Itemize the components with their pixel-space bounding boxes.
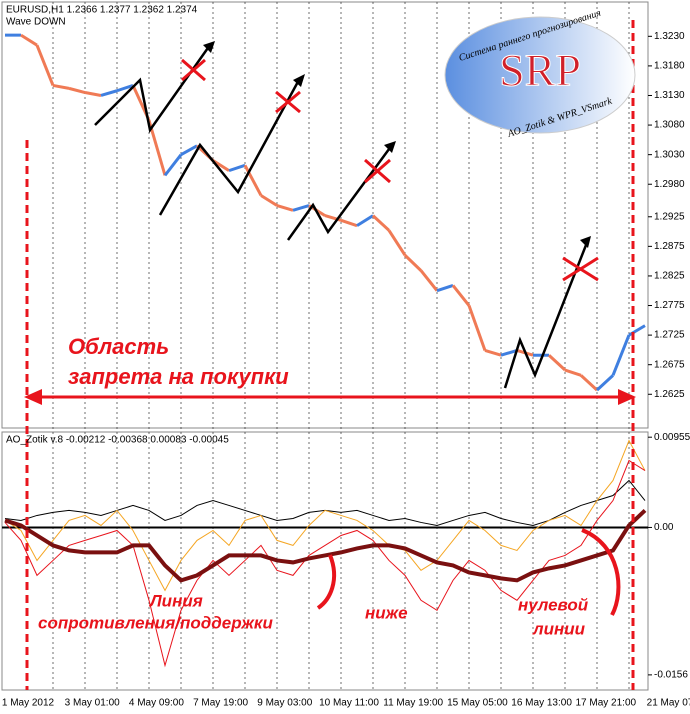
- price-segment: [228, 163, 246, 173]
- indicator-line: [4, 479, 646, 526]
- price-segment: [100, 89, 118, 97]
- y-tick-label: 0.00: [654, 522, 674, 533]
- annotation: Область: [68, 334, 169, 359]
- indicator-title: AO_Zotik v.8 -0.00212 -0.00368 0.00083 -…: [6, 435, 229, 446]
- price-segment: [276, 204, 294, 212]
- annotation: Линия: [148, 591, 203, 610]
- price-segment: [356, 214, 374, 227]
- wave-arrows: [94, 44, 590, 389]
- price-segment: [84, 91, 102, 97]
- price-segment: [436, 283, 454, 293]
- pointer: [581, 528, 621, 616]
- price-segment: [500, 349, 518, 357]
- price-segment: [419, 269, 439, 292]
- indicator-panel: [1, 431, 649, 691]
- logo-title: SRP: [499, 45, 581, 96]
- price-panel: [1, 1, 649, 429]
- price-segment: [212, 159, 230, 172]
- annotation: нулевой: [518, 595, 589, 614]
- indicator-line: [4, 508, 647, 583]
- price-segment: [180, 144, 198, 156]
- y-tick-label: -0.0156: [654, 670, 688, 681]
- price-segment: [387, 229, 407, 257]
- arrow-heads: [203, 41, 591, 248]
- indicator-line: [4, 439, 646, 592]
- price-segment: [451, 284, 471, 307]
- x-tick-label: 15 May 05:00: [447, 698, 508, 709]
- price-segment: [35, 44, 55, 86]
- annotation: запрета на покупки: [68, 364, 289, 389]
- annotation: сопротивления/поддержки: [38, 613, 273, 632]
- y-tick-label: 1.3230: [654, 31, 685, 42]
- y-tick-label: 1.3130: [654, 90, 685, 101]
- limit-lines: [25, 20, 635, 690]
- arrow-head: [24, 389, 42, 405]
- price-segment: [243, 164, 263, 197]
- x-tick-label: 4 May 09:00: [129, 698, 184, 709]
- x-tick-label: 1 May 2012: [2, 698, 55, 709]
- x-tick-label: 9 May 03:00: [257, 698, 312, 709]
- y-tick-label: 1.2925: [654, 211, 685, 222]
- arrow-head: [618, 389, 636, 405]
- y-tick-label: 0.00955: [654, 432, 690, 443]
- price-segment: [52, 83, 70, 90]
- price-segment: [564, 368, 582, 377]
- y-tick-label: 1.2725: [654, 330, 685, 341]
- y-tick-label: 1.2980: [654, 179, 685, 190]
- y-tick-label: 1.2875: [654, 241, 685, 252]
- cross-marks: [181, 58, 599, 282]
- price-segment: [611, 334, 631, 376]
- chart-subtitle: Wave DOWN: [6, 17, 66, 28]
- price-segment: [403, 254, 423, 272]
- logo: [444, 16, 636, 134]
- chart-title: EURUSD,H1 1.2366 1.2377 1.2362 1.2374: [6, 5, 198, 16]
- price-segment: [547, 354, 567, 372]
- x-tick-label: 16 May 13:00: [511, 698, 572, 709]
- price-segment: [292, 204, 310, 212]
- price-segment: [467, 305, 487, 351]
- price-segment: [371, 214, 391, 232]
- x-tick-label: 11 May 19:00: [383, 698, 443, 709]
- annotation: линии: [532, 619, 586, 638]
- y-tick-label: 1.3180: [654, 61, 685, 72]
- y-tick-label: 1.2675: [654, 359, 685, 370]
- price-segment: [628, 324, 646, 337]
- annotation: ниже: [365, 603, 408, 622]
- price-segment: [116, 84, 134, 93]
- pointer: [316, 554, 337, 610]
- price-segment: [163, 153, 183, 177]
- price-segment: [20, 33, 38, 47]
- price-segment: [595, 374, 615, 392]
- price-segment: [579, 374, 599, 392]
- x-tick-label: 21 May 07: [647, 698, 690, 709]
- price-segment: [68, 86, 86, 94]
- y-tick-label: 1.2775: [654, 300, 685, 311]
- price-segment: [340, 218, 358, 228]
- y-tick-label: 1.3030: [654, 149, 685, 160]
- price-segment: [260, 194, 278, 207]
- y-tick-label: 1.2825: [654, 271, 685, 282]
- y-tick-label: 1.3080: [654, 120, 685, 131]
- y-tick-label: 1.2625: [654, 389, 685, 400]
- x-tick-label: 10 May 11:00: [319, 698, 379, 709]
- indicator-line: [4, 459, 646, 668]
- x-tick-label: 7 May 19:00: [193, 698, 248, 709]
- x-tick-label: 17 May 21:00: [575, 698, 636, 709]
- x-tick-label: 3 May 01:00: [65, 698, 120, 709]
- price-segment: [484, 349, 502, 357]
